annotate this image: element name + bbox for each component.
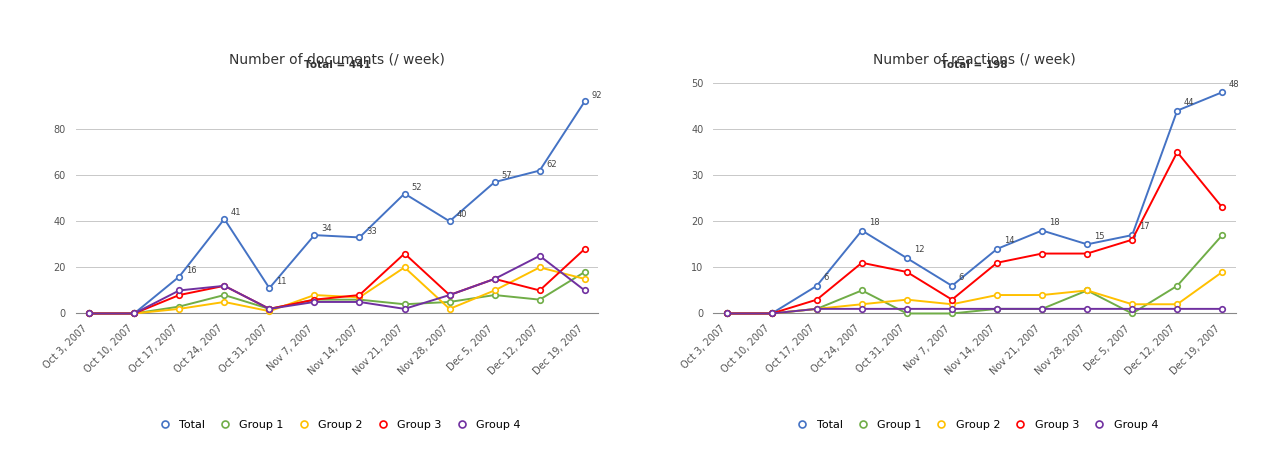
Text: 34: 34 xyxy=(322,224,332,233)
Text: 18: 18 xyxy=(1049,218,1059,227)
Text: 6: 6 xyxy=(958,273,965,282)
Title: Number of reactions (/ week): Number of reactions (/ week) xyxy=(873,53,1076,66)
Text: Total = 198: Total = 198 xyxy=(941,60,1008,71)
Text: 48: 48 xyxy=(1229,79,1240,89)
Text: 14: 14 xyxy=(1004,236,1014,245)
Legend: Total, Group 1, Group 2, Group 3, Group 4: Total, Group 1, Group 2, Group 3, Group … xyxy=(787,416,1163,435)
Text: 57: 57 xyxy=(502,171,512,180)
Text: 12: 12 xyxy=(914,245,924,254)
Title: Number of documents (/ week): Number of documents (/ week) xyxy=(230,53,445,66)
Text: 92: 92 xyxy=(591,90,601,100)
Text: 41: 41 xyxy=(231,208,242,217)
Legend: Total, Group 1, Group 2, Group 3, Group 4: Total, Group 1, Group 2, Group 3, Group … xyxy=(149,416,525,435)
Text: 62: 62 xyxy=(546,160,557,169)
Text: 52: 52 xyxy=(411,183,421,192)
Text: 15: 15 xyxy=(1093,231,1105,241)
Text: 11: 11 xyxy=(276,277,286,286)
Text: 44: 44 xyxy=(1184,98,1194,107)
Text: 16: 16 xyxy=(187,266,197,275)
Text: 17: 17 xyxy=(1139,222,1150,231)
Text: Total = 441: Total = 441 xyxy=(304,60,371,71)
Text: 18: 18 xyxy=(869,218,879,227)
Text: 6: 6 xyxy=(823,273,828,282)
Text: 40: 40 xyxy=(456,210,467,219)
Text: 33: 33 xyxy=(366,226,377,236)
